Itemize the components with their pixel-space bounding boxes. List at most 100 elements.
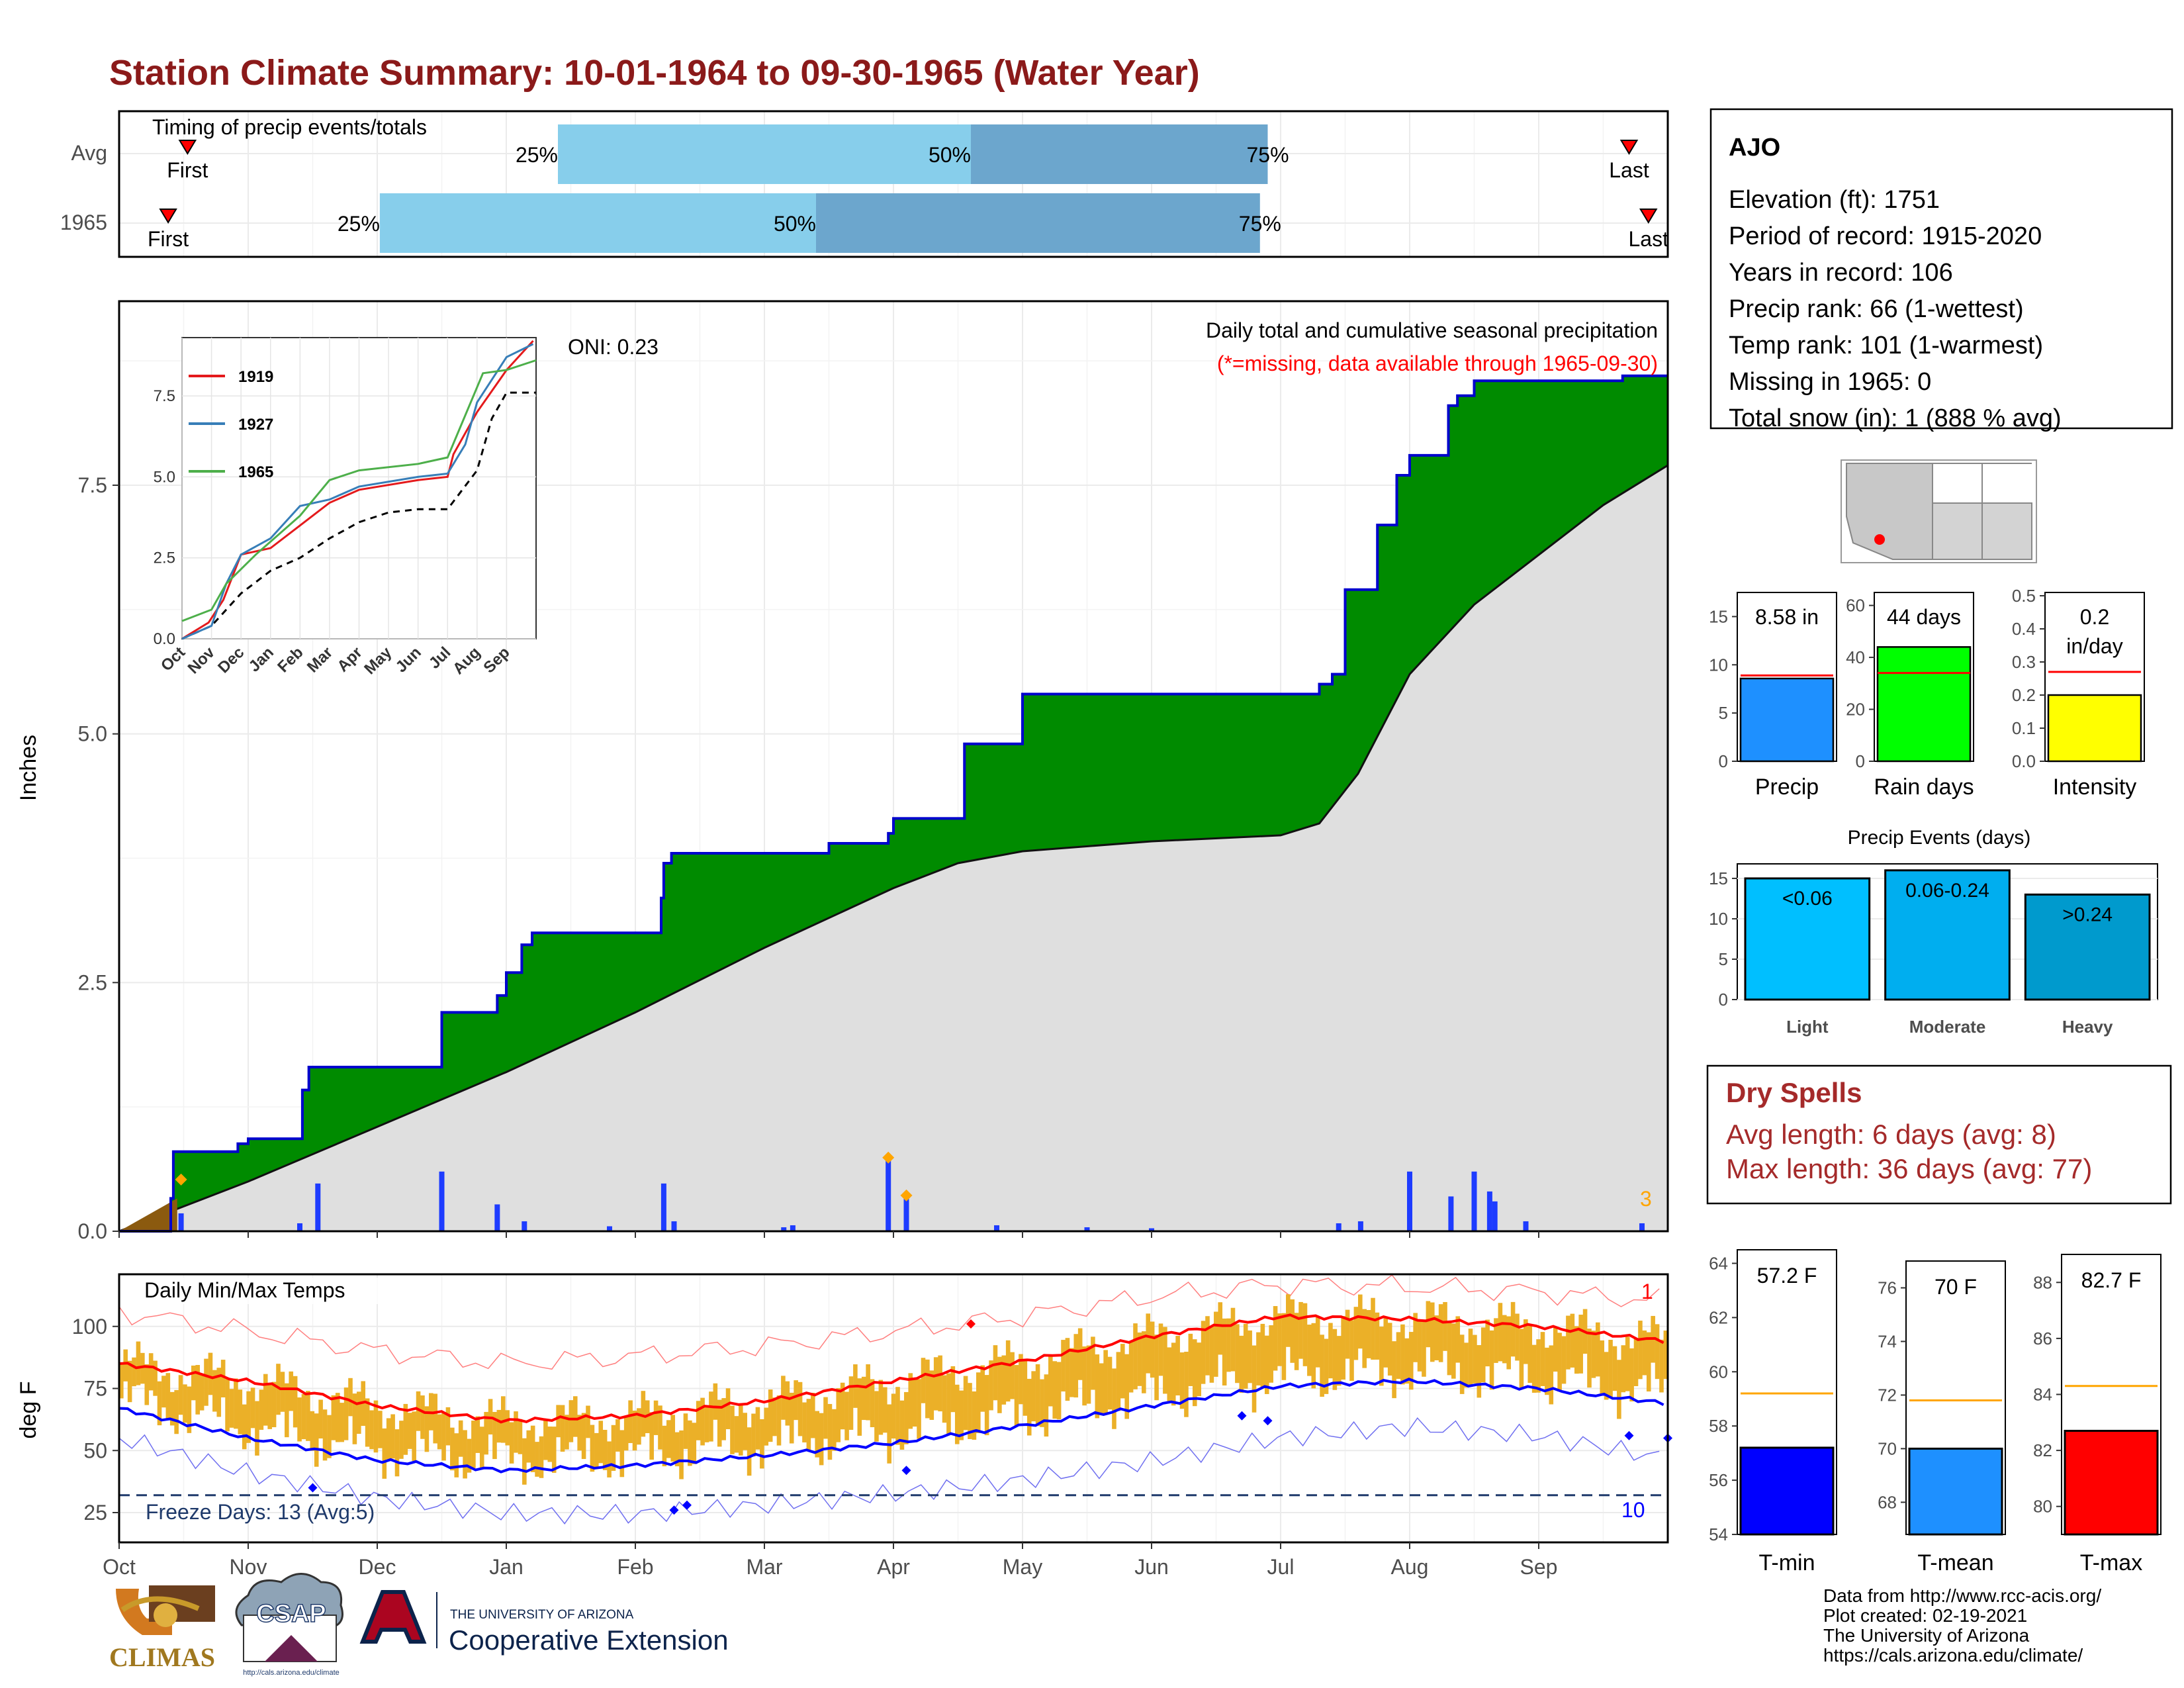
daily-temp-range-bar bbox=[280, 1372, 285, 1412]
daily-temp-range-bar bbox=[776, 1395, 782, 1446]
timing-pct-label: 50% bbox=[929, 143, 971, 167]
daily-temp-range-bar bbox=[984, 1375, 989, 1436]
daily-temp-range-bar bbox=[276, 1364, 281, 1415]
temp-summary-bar bbox=[1739, 1446, 1835, 1536]
daily-temp-range-bar bbox=[933, 1357, 938, 1411]
daily-temp-range-bar bbox=[403, 1403, 408, 1455]
daily-temp-range-bar bbox=[806, 1399, 811, 1451]
daily-temp-range-bar bbox=[1413, 1313, 1418, 1362]
temp-summary-y-tick-label: 86 bbox=[2033, 1329, 2052, 1348]
daily-temp-range-bar bbox=[1214, 1311, 1218, 1377]
daily-temp-range-bar bbox=[1128, 1341, 1134, 1393]
daily-temp-range-bar bbox=[912, 1380, 917, 1427]
timing-pct-label: 25% bbox=[338, 212, 380, 236]
daily-temp-range-bar bbox=[1617, 1360, 1621, 1419]
daily-temp-range-bar bbox=[1116, 1352, 1121, 1411]
daily-temp-range-bar bbox=[500, 1396, 506, 1443]
daily-precip-bar bbox=[994, 1225, 999, 1231]
daily-temp-range-bar bbox=[1663, 1331, 1668, 1380]
climatology-area bbox=[119, 465, 1668, 1231]
summary-y-tick-label: 0 bbox=[1856, 751, 1865, 771]
daily-precip-bar bbox=[1523, 1221, 1529, 1231]
daily-temp-range-bar bbox=[463, 1430, 467, 1479]
daily-temp-range-bar bbox=[704, 1407, 709, 1442]
temp-summary-category-label: T-min bbox=[1759, 1550, 1815, 1575]
daily-precip-bar bbox=[1407, 1171, 1412, 1231]
daily-temp-range-bar bbox=[844, 1391, 849, 1440]
temp-summary-value-label: 82.7 F bbox=[2081, 1268, 2142, 1292]
daily-temp-range-bar bbox=[619, 1430, 625, 1477]
daily-temp-range-bar bbox=[1137, 1332, 1142, 1386]
daily-temp-range-bar bbox=[348, 1378, 353, 1417]
daily-precip-bar bbox=[1471, 1171, 1477, 1231]
daily-temp-range-bar bbox=[602, 1430, 608, 1470]
daily-temp-range-bar bbox=[954, 1384, 960, 1444]
daily-temp-range-bar bbox=[560, 1405, 565, 1452]
daily-temp-range-bar bbox=[917, 1379, 921, 1439]
daily-temp-range-bar bbox=[229, 1389, 234, 1428]
daily-temp-range-bar bbox=[950, 1366, 956, 1413]
last-event-label: Last bbox=[1609, 158, 1649, 182]
daily-temp-range-bar bbox=[267, 1384, 272, 1429]
record-low-line bbox=[118, 1417, 1660, 1524]
temp-summary-y-tick-label: 88 bbox=[2033, 1272, 2052, 1292]
daily-temp-range-bar bbox=[1387, 1323, 1392, 1376]
daily-temp-range-bar bbox=[255, 1401, 259, 1456]
daily-temp-range-bar bbox=[1434, 1315, 1439, 1360]
daily-temp-range-bar bbox=[551, 1427, 557, 1473]
daily-temp-range-bar bbox=[1069, 1348, 1074, 1397]
daily-temp-range-bar bbox=[1112, 1368, 1116, 1429]
daily-temp-range-bar bbox=[1494, 1318, 1498, 1363]
daily-temp-range-bar bbox=[628, 1400, 633, 1443]
daily-temp-range-bar bbox=[959, 1390, 964, 1440]
daily-temp-range-bar bbox=[1473, 1335, 1477, 1383]
temp-panel: 25 50 75 100 deg F Daily Min/Max Temps Free… bbox=[16, 1273, 1672, 1544]
csap-wordmark: CSAP bbox=[256, 1600, 326, 1628]
daily-temp-range-bar bbox=[1515, 1313, 1520, 1361]
daily-temp-range-bar bbox=[1230, 1307, 1236, 1372]
daily-temp-range-bar bbox=[755, 1407, 760, 1450]
daily-temp-range-bar bbox=[1239, 1335, 1244, 1393]
footer-line: Plot created: 02-19-2021 bbox=[1823, 1605, 2027, 1626]
daily-temp-range-bar bbox=[1587, 1329, 1592, 1388]
daily-temp-range-bar bbox=[565, 1415, 569, 1450]
daily-temp-range-bar bbox=[496, 1409, 502, 1443]
daily-temp-range-bar bbox=[700, 1397, 705, 1446]
daily-temp-range-bar bbox=[1349, 1320, 1354, 1381]
daily-temp-range-bar bbox=[1604, 1352, 1609, 1400]
temp-summary-bar bbox=[2064, 1429, 2159, 1536]
daily-temp-range-bar bbox=[386, 1418, 391, 1460]
daily-temp-range-bar bbox=[1320, 1335, 1324, 1397]
daily-temp-range-bar bbox=[1498, 1303, 1503, 1362]
cumulative-above-normal-area bbox=[119, 375, 1668, 1231]
daily-temp-range-bar bbox=[246, 1391, 251, 1443]
events-y-tick-label: 0 bbox=[1719, 990, 1728, 1009]
daily-temp-range-bar bbox=[904, 1391, 909, 1444]
daily-temp-range-bar bbox=[1489, 1330, 1494, 1390]
footer: CLIMAS CSAP http://cals.arizona.edu/clim… bbox=[109, 1573, 2101, 1677]
daily-temp-range-bar bbox=[1531, 1344, 1537, 1393]
daily-temp-range-bar bbox=[1430, 1302, 1435, 1362]
daily-temp-range-bar bbox=[157, 1381, 162, 1426]
timing-panel: 25% 50% 75% First Last 25% 50% 75% First Last Tim… bbox=[60, 110, 1669, 258]
station-name: AJO bbox=[1729, 134, 1780, 162]
daily-precip-bar bbox=[522, 1221, 527, 1231]
temp-top-count: 1 bbox=[1641, 1280, 1653, 1303]
daily-temp-range-bar bbox=[670, 1415, 676, 1462]
daily-temp-range-bar bbox=[352, 1393, 357, 1444]
daily-temp-range-bar bbox=[1625, 1336, 1630, 1391]
temp-y-tick-label: 75 bbox=[83, 1377, 107, 1401]
daily-temp-range-bar bbox=[725, 1388, 731, 1430]
daily-temp-range-bar bbox=[327, 1415, 332, 1458]
daily-temp-range-bar bbox=[445, 1407, 451, 1446]
daily-temp-range-bar bbox=[1226, 1318, 1231, 1372]
timing-bar-25-50 bbox=[379, 193, 816, 253]
page-title: Station Climate Summary: 10-01-1964 to 0… bbox=[109, 53, 1200, 93]
daily-temp-range-bar bbox=[1248, 1330, 1252, 1383]
temp-panel-label: Daily Min/Max Temps bbox=[144, 1278, 345, 1302]
daily-temp-range-bar bbox=[318, 1399, 323, 1439]
summary-y-tick-label: 0.0 bbox=[2012, 751, 2036, 771]
climatology-line bbox=[118, 464, 1668, 1233]
footer-line: Data from http://www.rcc-acis.org/ bbox=[1823, 1585, 2101, 1606]
